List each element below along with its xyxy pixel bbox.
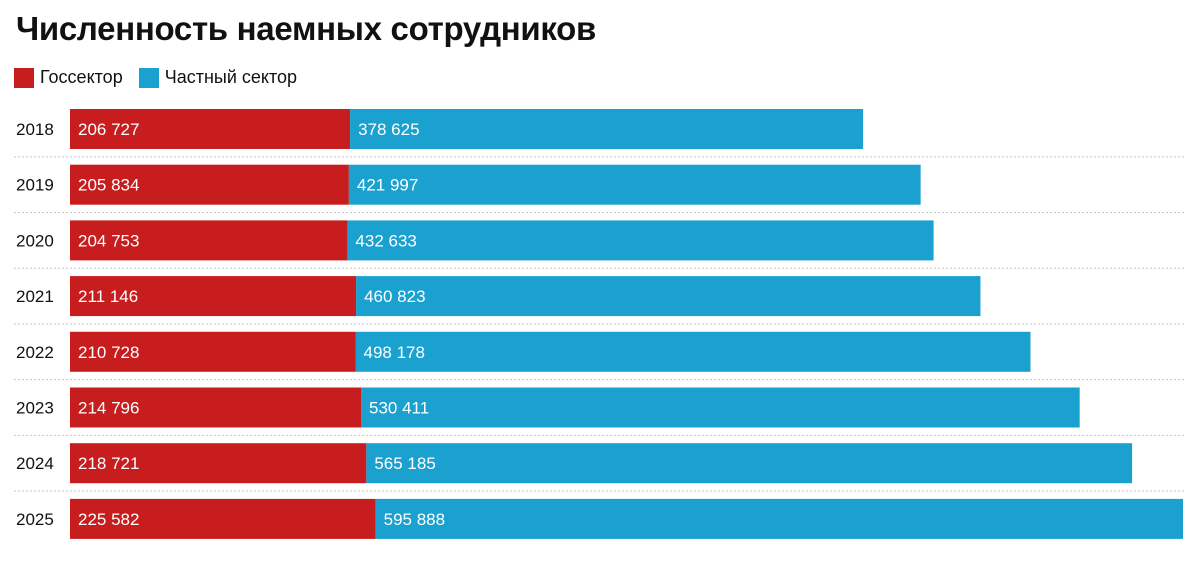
data-label-public: 210 728 xyxy=(78,343,139,362)
data-label-private: 421 997 xyxy=(357,176,418,195)
data-label-public: 218 721 xyxy=(78,454,139,473)
legend-item-private: Частный сектор xyxy=(138,67,298,88)
data-label-private: 432 633 xyxy=(355,231,416,250)
bar-public-sector xyxy=(70,387,362,428)
legend-swatch-private xyxy=(138,67,159,88)
bar-public-sector xyxy=(70,443,367,484)
year-label: 2024 xyxy=(16,454,54,473)
bar-public-sector xyxy=(70,331,356,372)
year-label: 2022 xyxy=(16,343,54,362)
data-label-public: 206 727 xyxy=(78,120,139,139)
data-label-public: 204 753 xyxy=(78,231,139,250)
bar-private-sector xyxy=(355,331,1031,372)
bar-private-sector xyxy=(366,443,1133,484)
bar-private-sector xyxy=(350,109,864,149)
legend-item-public: Госсектор xyxy=(14,67,123,88)
year-label: 2018 xyxy=(16,120,54,139)
bar-public-sector xyxy=(70,164,349,205)
data-label-public: 214 796 xyxy=(78,399,139,418)
bar-public-sector xyxy=(70,276,357,317)
legend-label-public: Госсектор xyxy=(40,67,123,87)
bar-public-sector xyxy=(70,109,351,149)
data-label-public: 205 834 xyxy=(78,176,139,195)
legend-swatch-public xyxy=(14,67,34,88)
year-label: 2019 xyxy=(16,176,54,195)
bar-private-sector xyxy=(347,220,934,261)
data-label-public: 211 146 xyxy=(78,287,138,306)
bar-private-sector xyxy=(356,276,981,317)
bar-private-sector xyxy=(348,164,921,205)
bar-private-sector xyxy=(375,498,1183,539)
bar-public-sector xyxy=(70,220,348,261)
bar-private-sector xyxy=(361,387,1080,428)
year-label: 2025 xyxy=(16,510,54,529)
year-label: 2021 xyxy=(16,287,54,306)
data-label-private: 565 185 xyxy=(374,454,435,473)
data-label-private: 498 178 xyxy=(364,343,425,362)
data-label-private: 530 411 xyxy=(369,399,429,418)
data-label-private: 595 888 xyxy=(384,510,445,529)
bar-public-sector xyxy=(70,498,376,539)
chart-title: Численность наемных сотрудников xyxy=(16,10,597,47)
legend: Госсектор Частный сектор xyxy=(14,67,297,88)
data-label-public: 225 582 xyxy=(78,510,139,529)
year-label: 2020 xyxy=(16,231,54,250)
data-label-private: 460 823 xyxy=(364,287,425,306)
legend-label-private: Частный сектор xyxy=(164,67,298,87)
year-label: 2023 xyxy=(16,399,54,418)
data-label-private: 378 625 xyxy=(358,120,419,139)
